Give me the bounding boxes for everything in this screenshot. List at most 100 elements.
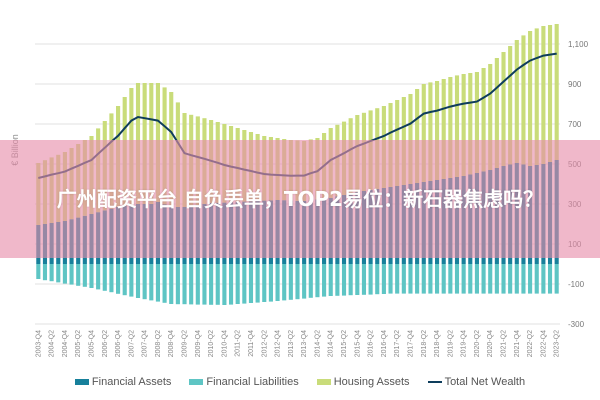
bar-financial-liabilities [288, 264, 293, 300]
x-tick-label: 2020-Q2 [474, 330, 481, 357]
bar-financial-liabilities [401, 264, 406, 294]
bar-housing-assets [554, 24, 559, 160]
x-tick-label: 2009-Q2 [182, 330, 189, 357]
bar-financial-liabilities [488, 264, 493, 294]
bar-financial-liabilities [268, 264, 273, 302]
x-tick-label: 2006-Q2 [102, 330, 109, 357]
bar-financial-liabilities [49, 264, 54, 282]
bar-housing-assets [488, 64, 493, 170]
legend-financial-liabilities: Financial Liabilities [189, 376, 299, 388]
bar-financial-liabilities [441, 264, 446, 294]
x-tick-label: 2015-Q4 [354, 330, 361, 357]
bar-financial-liabilities [514, 264, 519, 294]
bar-housing-assets [541, 26, 546, 164]
bar-housing-assets [494, 58, 499, 168]
x-tick-label: 2011-Q2 [235, 330, 242, 357]
legend-total-net-wealth: Total Net Wealth [427, 376, 525, 388]
x-tick-label: 2021-Q4 [514, 330, 521, 357]
x-tick-label: 2023-Q2 [554, 330, 561, 357]
x-tick-label: 2021-Q2 [501, 330, 508, 357]
bar-housing-assets [415, 89, 420, 183]
bar-financial-liabilities [82, 264, 87, 287]
bar-financial-liabilities [122, 264, 127, 296]
bar-financial-liabilities [501, 264, 506, 294]
x-tick-label: 2009-Q4 [195, 330, 202, 357]
bar-financial-liabilities [381, 264, 386, 294]
x-axis-ticks: 2003-Q4 2004-Q2 2004-Q4 2005-Q2 2005-Q4 2006-… [35, 330, 560, 357]
bar-financial-liabilities [322, 264, 327, 297]
legend-swatch [316, 379, 331, 385]
x-tick-label: 2016-Q2 [368, 330, 375, 357]
x-tick-label: 2013-Q2 [288, 330, 295, 357]
bar-housing-assets [434, 81, 440, 180]
bar-financial-liabilities [242, 264, 247, 304]
legend-label: Financial Liabilities [206, 376, 299, 388]
x-tick-label: 2022-Q4 [540, 330, 547, 357]
bar-financial-liabilities [195, 264, 200, 305]
x-tick-label: 2016-Q4 [381, 330, 388, 357]
bar-housing-assets [474, 72, 479, 173]
x-tick-label: 2017-Q2 [394, 330, 401, 357]
legend-line [427, 381, 442, 383]
x-tick-label: 2017-Q4 [408, 330, 415, 357]
bar-financial-liabilities [341, 264, 347, 296]
bar-financial-liabilities [149, 264, 154, 301]
bar-financial-liabilities [454, 264, 460, 294]
bar-financial-liabilities [155, 264, 161, 302]
bar-financial-liabilities [395, 264, 400, 294]
bar-financial-liabilities [474, 264, 479, 294]
bar-housing-assets [534, 28, 539, 166]
x-tick-label: 2008-Q2 [155, 330, 162, 357]
bar-financial-liabilities [295, 264, 300, 300]
bar-financial-liabilities [368, 264, 373, 295]
bar-financial-liabilities [135, 264, 141, 298]
bar-financial-liabilities [76, 264, 81, 286]
bar-financial-liabilities [428, 264, 433, 294]
bar-financial-liabilities [228, 264, 234, 305]
bar-financial-liabilities [415, 264, 420, 294]
x-tick-label: 2011-Q4 [248, 330, 255, 357]
bar-financial-liabilities [62, 264, 67, 284]
bar-housing-assets [514, 40, 519, 163]
x-tick-label: 2010-Q2 [208, 330, 215, 357]
x-tick-label: 2008-Q4 [168, 330, 175, 357]
legend-swatch [189, 379, 204, 385]
bar-financial-liabilities [315, 264, 320, 298]
bar-financial-liabilities [554, 264, 559, 294]
bar-financial-liabilities [102, 264, 107, 291]
bar-financial-liabilities [235, 264, 240, 304]
bar-financial-liabilities [182, 264, 187, 305]
bar-financial-liabilities [375, 264, 380, 295]
bar-financial-liabilities [275, 264, 280, 301]
bar-financial-liabilities [521, 264, 526, 294]
y-tick-label: 1,100 [568, 40, 589, 49]
bar-financial-liabilities [508, 264, 513, 294]
bar-financial-liabilities [96, 264, 101, 290]
bar-financial-liabilities [202, 264, 207, 305]
legend-financial-assets: Financial Assets [74, 376, 171, 388]
bar-housing-assets [508, 46, 513, 165]
x-tick-label: 2014-Q4 [328, 330, 335, 357]
x-tick-label: 2013-Q4 [301, 330, 308, 357]
x-tick-label: 2007-Q4 [142, 330, 149, 357]
bar-financial-liabilities [308, 264, 313, 298]
x-tick-label: 2015-Q2 [341, 330, 348, 357]
bar-financial-liabilities [129, 264, 134, 297]
bar-housing-assets [468, 73, 473, 175]
overlay-banner[interactable]: 广州配资平台 自负丢单，TOP2易位：新石器焦虑吗？ [0, 140, 600, 258]
x-tick-label: 2004-Q4 [62, 330, 69, 357]
bar-financial-liabilities [215, 264, 220, 305]
bar-housing-assets [481, 68, 486, 172]
x-tick-label: 2020-Q4 [487, 330, 494, 357]
bar-financial-liabilities [109, 264, 114, 293]
bar-housing-assets [528, 31, 533, 166]
legend: Financial Assets Financial Liabilities H… [0, 376, 600, 388]
bar-financial-liabilities [335, 264, 340, 296]
y-tick-label: -300 [568, 320, 585, 329]
bar-financial-liabilities [142, 264, 147, 300]
x-tick-label: 2004-Q2 [49, 330, 56, 357]
legend-housing-assets: Housing Assets [316, 376, 410, 388]
y-tick-label: -100 [568, 280, 585, 289]
x-tick-label: 2018-Q4 [434, 330, 441, 357]
bar-financial-liabilities [169, 264, 174, 304]
